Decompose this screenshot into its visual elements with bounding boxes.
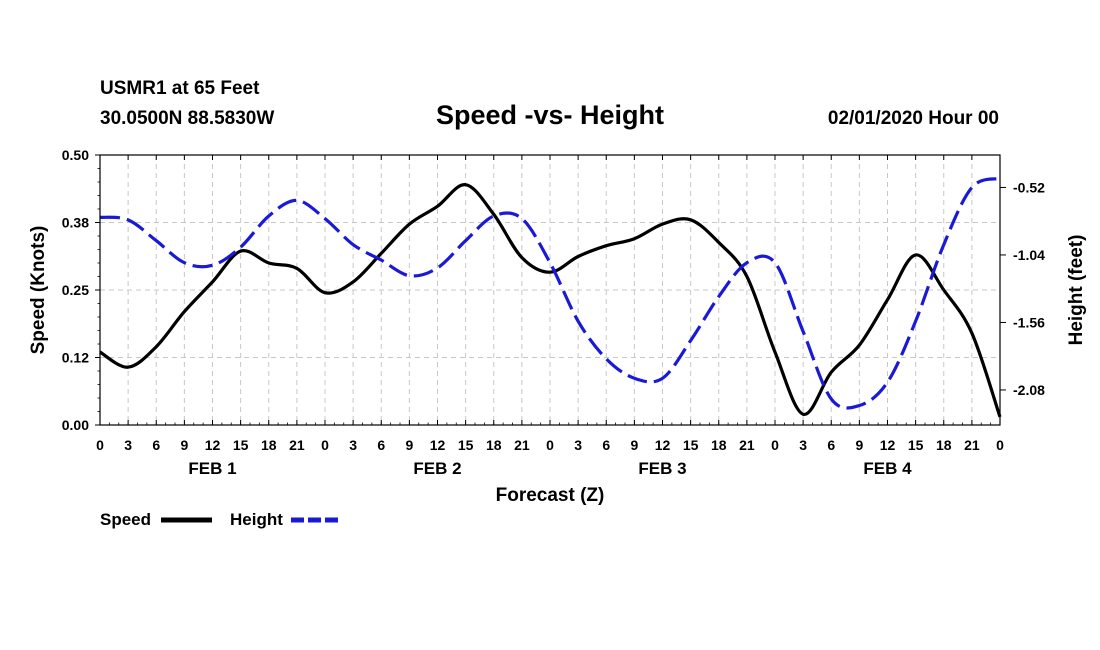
legend-speed-label: Speed: [100, 510, 151, 529]
y-right-tick-label: -1.04: [1013, 247, 1045, 263]
x-tick-label: 0: [546, 437, 554, 453]
x-tick-label: 15: [908, 437, 924, 453]
day-label: FEB 3: [638, 459, 686, 478]
x-tick-label: 0: [771, 437, 779, 453]
plot-frame: [99, 154, 1001, 426]
x-tick-label: 6: [152, 437, 160, 453]
x-tick-label: 9: [405, 437, 413, 453]
x-tick-label: 9: [855, 437, 863, 453]
x-tick-label: 15: [458, 437, 474, 453]
forecast-datetime: 02/01/2020 Hour 00: [828, 108, 999, 129]
x-tick-label: 0: [96, 437, 104, 453]
x-tick-label: 12: [655, 437, 671, 453]
x-tick-label: 0: [996, 437, 1004, 453]
day-label: FEB 1: [188, 459, 236, 478]
series-lines: [99, 176, 1002, 418]
x-tick-label: 6: [602, 437, 610, 453]
x-tick-label: 12: [205, 437, 221, 453]
x-tick-label: 21: [739, 437, 755, 453]
x-tick-label: 15: [683, 437, 699, 453]
x-axis-label: Forecast (Z): [496, 485, 605, 506]
x-tick-label: 18: [261, 437, 277, 453]
legend-height-label: Height: [230, 510, 283, 529]
right-axis-ticks: -0.52 -1.04 -1.56 -2.08: [1000, 179, 1045, 398]
y-axis-right-label: Height (feet): [1066, 235, 1087, 346]
x-tick-label: 21: [964, 437, 980, 453]
x-tick-label: 3: [124, 437, 132, 453]
legend: Speed Height: [100, 510, 342, 529]
left-axis-ticks: 0.00 0.12 0.25 0.38 0.50: [62, 147, 100, 433]
grid-lines: [100, 155, 1000, 425]
chart-title: Speed -vs- Height: [436, 100, 664, 130]
x-tick-label: 21: [289, 437, 305, 453]
x-tick-label: 6: [377, 437, 385, 453]
x-tick-label: 18: [711, 437, 727, 453]
x-tick-label: 12: [880, 437, 896, 453]
y-left-tick-label: 0.50: [62, 147, 89, 163]
x-tick-label: 9: [180, 437, 188, 453]
station-label: USMR1 at 65 Feet: [100, 78, 260, 99]
series-line-height: [99, 176, 1001, 410]
x-tick-label: 21: [514, 437, 530, 453]
y-right-tick-label: -1.56: [1013, 314, 1045, 330]
y-axis-left-label: Speed (Knots): [28, 226, 49, 355]
y-left-tick-label: 0.25: [62, 282, 89, 298]
day-labels: FEB 1 FEB 2 FEB 3 FEB 4: [188, 459, 912, 478]
x-tick-label: 12: [430, 437, 446, 453]
x-tick-label: 6: [827, 437, 835, 453]
station-coords: 30.0500N 88.5830W: [100, 108, 274, 129]
x-tick-label: 3: [574, 437, 582, 453]
x-tick-label: 0: [321, 437, 329, 453]
day-label: FEB 2: [413, 459, 461, 478]
x-tick-label: 18: [936, 437, 952, 453]
day-label: FEB 4: [863, 459, 912, 478]
y-left-tick-label: 0.12: [62, 350, 89, 366]
y-right-tick-label: -0.52: [1013, 179, 1045, 195]
x-tick-label: 18: [486, 437, 502, 453]
y-left-tick-label: 0.00: [62, 417, 89, 433]
y-right-tick-label: -2.08: [1013, 382, 1045, 398]
x-tick-label: 15: [233, 437, 249, 453]
x-tick-label: 9: [630, 437, 638, 453]
x-tick-label: 3: [799, 437, 807, 453]
x-axis-ticks: 0 3 6 9 12 15 18 21 0 3 6 9 12 15 18 21 0 3 6 9 12 15 18 21 0 3 6 9…: [96, 155, 1004, 453]
y-left-tick-label: 0.38: [62, 215, 89, 231]
x-tick-label: 3: [349, 437, 357, 453]
